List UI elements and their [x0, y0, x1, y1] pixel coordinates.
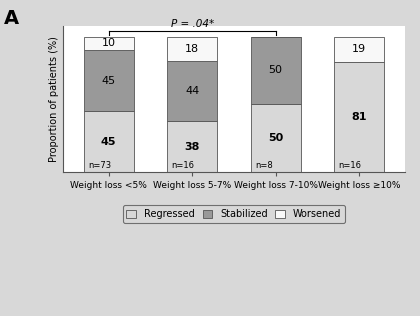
- Text: A: A: [4, 9, 19, 28]
- Text: 50: 50: [269, 65, 283, 76]
- Text: 18: 18: [185, 44, 199, 54]
- Text: 50: 50: [268, 133, 283, 143]
- Text: 81: 81: [352, 112, 367, 122]
- Text: n=16: n=16: [171, 161, 194, 170]
- Bar: [84, 111, 134, 172]
- Bar: [84, 37, 134, 50]
- Text: 44: 44: [185, 86, 199, 96]
- Bar: [167, 121, 217, 172]
- Text: n=16: n=16: [338, 161, 361, 170]
- Text: 19: 19: [352, 45, 366, 54]
- Text: n=73: n=73: [88, 161, 111, 170]
- Bar: [334, 62, 384, 172]
- Bar: [251, 37, 301, 104]
- Text: 38: 38: [184, 142, 200, 152]
- Y-axis label: Proportion of patients (%): Proportion of patients (%): [49, 36, 59, 162]
- Text: 45: 45: [101, 137, 116, 147]
- Text: 10: 10: [102, 38, 116, 48]
- Legend: Regressed, Stabilized, Worsened: Regressed, Stabilized, Worsened: [123, 205, 345, 223]
- Bar: [251, 104, 301, 172]
- Bar: [167, 37, 217, 61]
- Text: n=8: n=8: [255, 161, 273, 170]
- Bar: [167, 61, 217, 121]
- Text: P = .04*: P = .04*: [171, 19, 214, 29]
- Bar: [334, 37, 384, 62]
- Bar: [84, 50, 134, 111]
- Text: 45: 45: [102, 76, 116, 86]
